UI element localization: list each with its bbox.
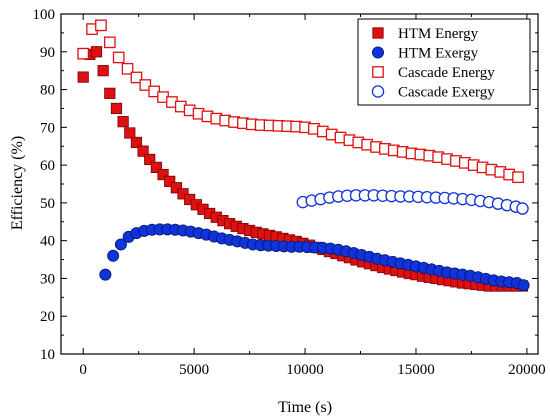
legend-box [357,18,531,106]
x-tick-label: 10000 [286,362,324,378]
data-point [97,65,109,77]
y-axis-label: Efficiency (%) [9,136,26,230]
data-point [164,175,176,187]
legend-label: Cascade Exergy [398,85,495,101]
data-point [157,168,169,181]
data-markers [77,19,530,292]
legend-label: HTM Energy [398,26,479,42]
data-point [77,71,89,83]
data-point [117,116,129,128]
data-point [104,87,116,99]
data-point [170,182,182,194]
legend-marker [372,66,384,78]
legend-marker [372,27,384,39]
series-htm-exergy [99,223,530,292]
data-point [107,249,120,262]
x-tick-label: 20000 [508,362,546,378]
data-point [110,102,123,115]
data-point [144,153,156,166]
data-point [517,279,530,292]
x-axis-label: Time (s) [278,399,332,416]
series-htm-energy [77,46,529,292]
data-point [95,19,107,32]
data-point [516,202,529,215]
data-point [130,136,143,149]
x-tick-label: 0 [79,362,87,378]
legend: HTM Energy HTM Exergy Cascade Energy Cascad… [357,18,531,106]
y-tick-label: 50 [40,196,55,212]
data-point [124,127,136,139]
y-tick-label: 40 [40,234,55,250]
y-tick-label: 60 [40,158,55,174]
y-tick-label: 30 [40,271,55,287]
x-tick-label: 5000 [179,362,209,378]
data-point [99,268,112,281]
y-tick-label: 100 [33,7,56,23]
y-tick-label: 80 [40,83,55,99]
series-cascade-exergy [296,189,529,215]
data-point [139,79,152,91]
data-point [103,36,116,49]
y-tick-label: 20 [40,309,55,325]
legend-label: Cascade Energy [398,65,495,81]
y-tick-label: 90 [40,45,55,61]
data-point [130,71,143,84]
y-tick-label: 70 [40,120,55,136]
data-point [121,62,134,75]
axis-ticks: 0 5000 10000 15000 20000 10 20 30 40 50 60 70 80 90 10… [33,7,546,378]
data-point [114,238,127,251]
legend-marker [371,85,385,98]
data-point [150,161,162,173]
data-point [90,46,103,58]
data-point [77,47,90,60]
data-point [512,171,524,184]
data-point [112,51,125,64]
data-point [177,188,189,200]
series-cascade-energy [77,19,524,184]
legend-marker [371,46,384,59]
data-point [137,145,149,157]
y-tick-label: 10 [40,347,55,363]
x-tick-label: 15000 [397,362,435,378]
legend-label: HTM Exergy [398,46,479,62]
